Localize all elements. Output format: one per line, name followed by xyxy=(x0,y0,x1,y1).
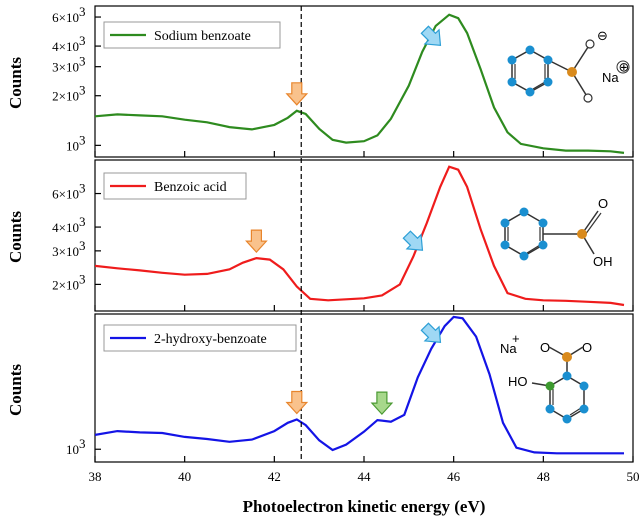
molecule-label-o: O xyxy=(598,196,608,211)
y-axis-label-sodium: Counts xyxy=(6,57,25,109)
molecule-label-na-ion: Na xyxy=(500,341,517,356)
x-tick-label: 40 xyxy=(178,469,191,484)
y-tick-exponent: 3 xyxy=(79,4,86,19)
x-tick-label: 38 xyxy=(89,469,102,484)
y-axis-label-benzoic: Counts xyxy=(6,211,25,263)
annotation-arrow-blue xyxy=(402,230,424,251)
legend-label-hydroxy: 2-hydroxy-benzoate xyxy=(154,332,267,347)
molecule-label-oh: OH xyxy=(593,254,613,269)
y-tick-exponent: 3 xyxy=(79,181,86,196)
legend-benzoic: Benzoic acid xyxy=(103,172,247,200)
x-axis-label: Photoelectron kinetic energy (eV) xyxy=(243,497,486,516)
molecule-label-o-minus: O xyxy=(540,340,550,355)
annotation-arrow-orange xyxy=(245,229,268,253)
y-tick-label: 6×10 xyxy=(52,187,79,202)
x-tick-label: 48 xyxy=(537,469,550,484)
molecule-benzoic-acid: O OH xyxy=(500,196,613,269)
y-tick-label: 6×10 xyxy=(52,10,79,25)
x-tick-label: 44 xyxy=(358,469,372,484)
y-tick-label: 4×10 xyxy=(52,39,79,54)
molecule-label-charge-plus: ⊕ xyxy=(619,60,630,75)
molecule-label-o-double: O xyxy=(582,340,592,355)
y-tick-exponent: 3 xyxy=(79,83,86,98)
molecule-label-charge-minus: ⊖ xyxy=(597,28,608,43)
series-line-2-hydroxy-benzoate xyxy=(95,315,624,455)
y-tick-exponent: 3 xyxy=(79,436,86,451)
annotation-arrows xyxy=(245,25,442,415)
molecule-label-na: Na xyxy=(602,70,619,85)
y-tick-label: 3×10 xyxy=(52,60,79,75)
annotation-arrow-orange xyxy=(285,82,309,106)
y-tick-exponent: 3 xyxy=(79,54,86,69)
x-tick-label: 50 xyxy=(627,469,639,484)
annotation-arrow-blue xyxy=(420,25,442,47)
y-tick-label: 10 xyxy=(66,138,79,153)
y-tick-label: 10 xyxy=(66,442,79,457)
molecule-2-hydroxy-benzoate: Na + O O HO xyxy=(500,331,592,424)
annotation-arrow-orange xyxy=(285,390,309,415)
y-tick-exponent: 3 xyxy=(79,132,86,147)
y-tick-label: 4×10 xyxy=(52,220,79,235)
x-tick-label: 42 xyxy=(268,469,281,484)
legend-sodium: Sodium benzoate xyxy=(103,21,281,49)
y-tick-label: 2×10 xyxy=(52,89,79,104)
series-line-sodium-benzoate xyxy=(95,13,625,154)
legend-hydroxy: 2-hydroxy-benzoate xyxy=(103,324,297,352)
annotation-arrow-blue xyxy=(420,322,442,344)
y-tick-label: 3×10 xyxy=(52,244,79,259)
series-line-benzoic-acid xyxy=(95,165,625,307)
y-axis-label-hydroxy: Counts xyxy=(6,364,25,416)
y-tick-exponent: 3 xyxy=(79,271,86,286)
y-tick-exponent: 3 xyxy=(79,33,86,48)
molecule-sodium-benzoate: ⊖ Na ⊕ xyxy=(507,28,630,103)
legend-label-benzoic: Benzoic acid xyxy=(154,180,227,195)
y-tick-exponent: 3 xyxy=(79,214,86,229)
y-tick-label: 2×10 xyxy=(52,277,79,292)
annotation-arrow-green xyxy=(370,391,394,415)
tick-layer: 10 32×10 33×10 34×10 36×10 32×10 33×10 34×10 36×… xyxy=(52,4,639,484)
molecule-label-plus: + xyxy=(512,331,520,346)
x-tick-label: 46 xyxy=(447,469,461,484)
molecule-label-ho: HO xyxy=(508,374,528,389)
legend-label-sodium: Sodium benzoate xyxy=(154,29,251,44)
y-tick-exponent: 3 xyxy=(79,238,86,253)
